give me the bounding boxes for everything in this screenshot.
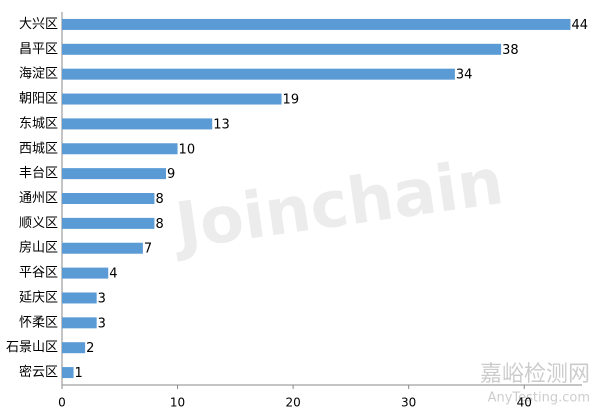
y-tick-label: 西城区: [19, 141, 58, 156]
value-label: 9: [167, 167, 175, 182]
value-label: 4: [109, 267, 117, 282]
watermark: 嘉峪检测网: [480, 362, 590, 387]
bar: [62, 18, 571, 30]
bar: [62, 292, 97, 304]
y-tick-label: 怀柔区: [19, 315, 58, 330]
bar: [62, 118, 213, 130]
bar: [62, 93, 282, 105]
bar: [62, 367, 74, 379]
bar: [62, 168, 166, 180]
y-tick-label: 密云区: [19, 364, 58, 380]
value-label: 19: [283, 93, 300, 108]
bar: [62, 43, 502, 55]
y-tick-label: 通州区: [19, 191, 58, 206]
value-label: 38: [502, 43, 519, 58]
bar: [62, 193, 155, 204]
bar: [62, 267, 109, 279]
value-label: 8: [155, 217, 163, 232]
bar: [62, 68, 455, 80]
value-label: 13: [213, 117, 230, 132]
value-label: 7: [144, 242, 152, 257]
value-label: 44: [571, 18, 588, 33]
y-tick-label: 大兴区: [19, 17, 58, 32]
value-label: 2: [86, 341, 94, 356]
x-tick-label: 0: [58, 396, 66, 410]
bar: [62, 143, 178, 155]
bar: [62, 242, 143, 254]
x-tick-label: 10: [170, 396, 185, 410]
y-tick-label: 延庆区: [19, 290, 58, 305]
bar: [62, 342, 86, 354]
y-tick-label: 顺义区: [19, 216, 58, 231]
value-label: 1: [75, 366, 83, 381]
value-label: 34: [456, 68, 473, 83]
bar: [62, 317, 97, 329]
value-label: 10: [179, 142, 196, 157]
y-tick-label: 海淀区: [19, 67, 58, 82]
y-tick-label: 昌平区: [19, 42, 58, 57]
watermark: AnyTesting.com: [488, 391, 590, 406]
y-tick-label: 房山区: [19, 240, 58, 256]
y-tick-label: 朝阳区: [19, 92, 58, 107]
bar: [62, 217, 155, 229]
y-tick-label: 丰台区: [19, 166, 58, 181]
value-label: 3: [98, 316, 106, 331]
value-label: 8: [155, 192, 163, 207]
value-label: 3: [98, 291, 106, 306]
x-tick-label: 30: [401, 396, 416, 410]
x-tick-label: 40: [517, 396, 532, 410]
watermark: Joinchain: [167, 145, 508, 265]
y-tick-label: 平谷区: [19, 266, 58, 281]
y-tick-label: 石景山区: [6, 340, 58, 355]
y-tick-label: 东城区: [19, 116, 58, 131]
x-tick-label: 20: [285, 396, 300, 410]
